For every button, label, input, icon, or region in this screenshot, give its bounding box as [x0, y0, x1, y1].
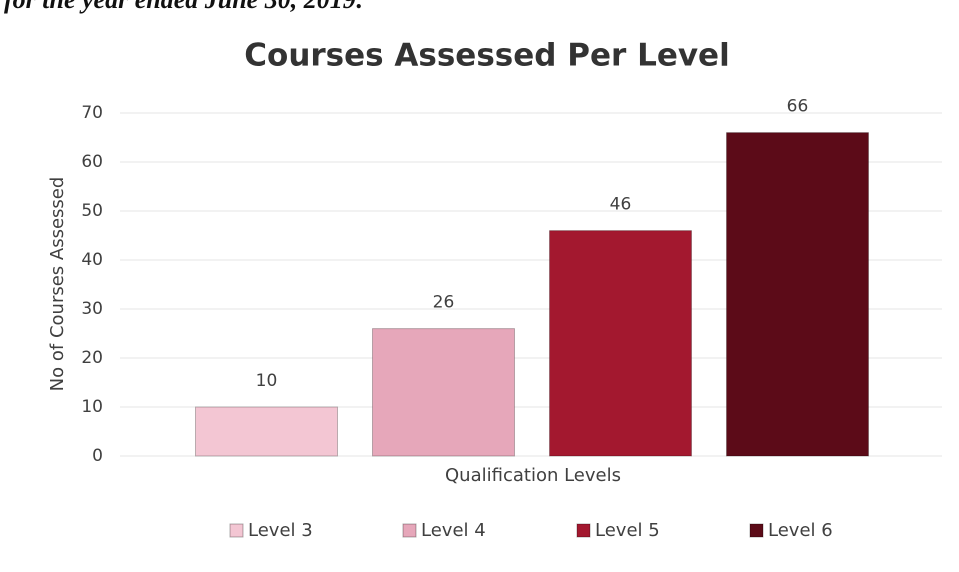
- y-tick-label: 40: [81, 250, 103, 270]
- data-label: 10: [256, 371, 278, 391]
- legend-label: Level 5: [595, 520, 660, 541]
- page-header: for the year ended June 30, 2019:: [4, 0, 364, 14]
- bar: [549, 230, 692, 457]
- legend-label: Level 6: [768, 520, 833, 541]
- y-tick-label: 10: [81, 397, 103, 417]
- chart-title: Courses Assessed Per Level: [244, 38, 729, 74]
- legend-swatch: [576, 523, 591, 538]
- y-tick-label: 70: [81, 103, 103, 123]
- bar: [372, 328, 515, 457]
- y-tick-label: 60: [81, 152, 103, 172]
- x-axis-label: Qualification Levels: [445, 465, 621, 486]
- y-tick-label: 0: [92, 446, 103, 466]
- y-tick-label: 50: [81, 201, 103, 221]
- legend-label: Level 4: [421, 520, 486, 541]
- data-label: 26: [433, 293, 455, 313]
- data-label: 46: [610, 195, 632, 215]
- y-tick-label: 30: [81, 299, 103, 319]
- legend-label: Level 3: [248, 520, 313, 541]
- y-axis-label: No of Courses Assessed: [47, 177, 68, 392]
- legend-swatch: [229, 523, 244, 538]
- bar: [195, 406, 338, 457]
- data-label: 66: [787, 97, 809, 117]
- legend-swatch: [402, 523, 417, 538]
- bar: [726, 132, 869, 457]
- legend-swatch: [749, 523, 764, 538]
- y-tick-label: 20: [81, 348, 103, 368]
